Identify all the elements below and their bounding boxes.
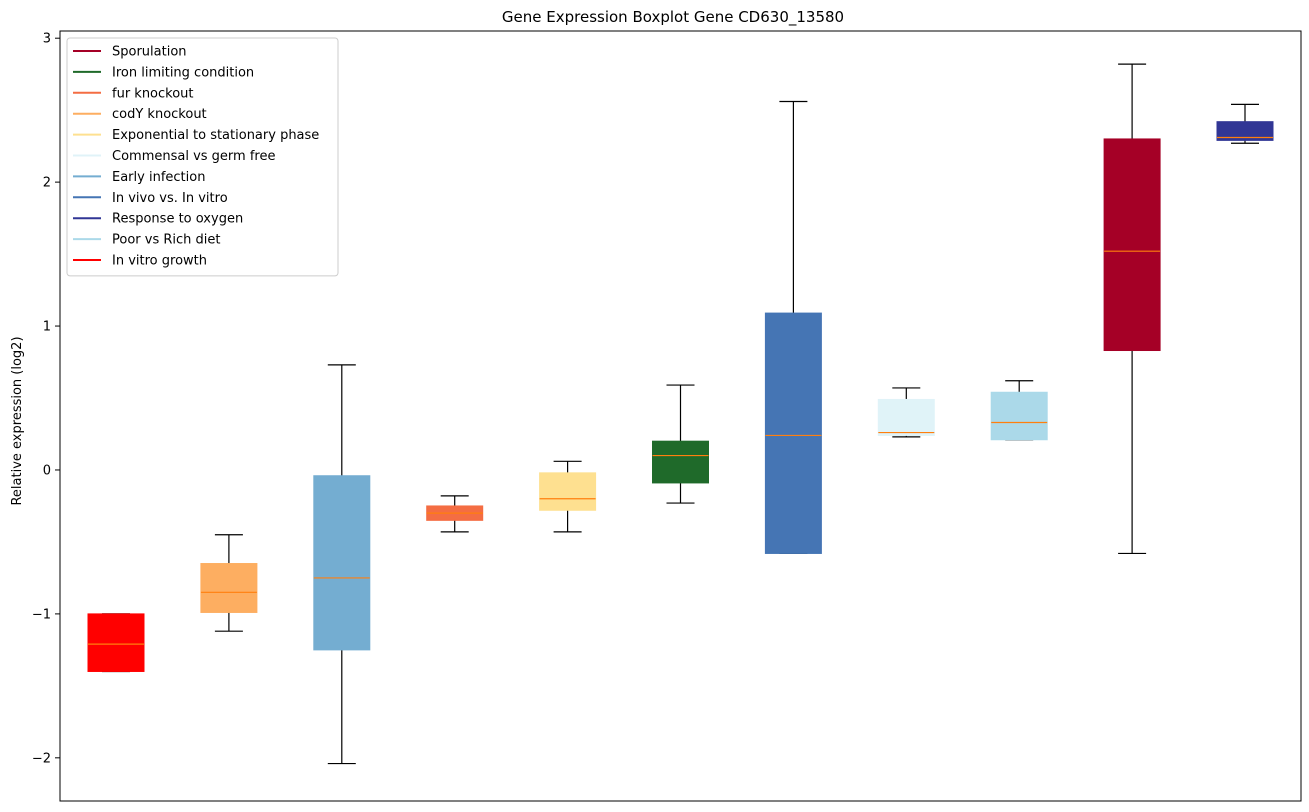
plot-frame bbox=[59, 30, 1302, 802]
legend-label: Response to oxygen bbox=[112, 212, 243, 227]
box-10 bbox=[1103, 63, 1161, 555]
legend-label: In vivo vs. In vitro bbox=[112, 191, 228, 206]
legend-label: fur knockout bbox=[112, 86, 194, 101]
box-body bbox=[877, 398, 935, 436]
box-5 bbox=[539, 460, 597, 533]
box-4 bbox=[426, 495, 484, 533]
legend-entry: In vivo vs. In vitro bbox=[73, 191, 228, 206]
legend-entry: Iron limiting condition bbox=[73, 65, 254, 80]
legend-frame bbox=[66, 37, 339, 277]
legend-entry: codY knockout bbox=[73, 107, 207, 122]
chart-title: Gene Expression Boxplot Gene CD630_13580 bbox=[502, 8, 844, 27]
legend-label: Iron limiting condition bbox=[112, 65, 254, 80]
box-body bbox=[313, 475, 371, 651]
legend-entry: Early infection bbox=[73, 170, 205, 185]
legend-entry: Exponential to stationary phase bbox=[73, 128, 319, 143]
box-9 bbox=[990, 380, 1048, 441]
box-1 bbox=[87, 613, 145, 673]
box-body bbox=[652, 440, 709, 484]
box-7 bbox=[764, 100, 822, 555]
box-2 bbox=[200, 534, 258, 632]
boxes-layer bbox=[87, 63, 1274, 765]
box-body bbox=[990, 391, 1048, 441]
box-11 bbox=[1216, 103, 1274, 144]
legend-entry: Response to oxygen bbox=[73, 212, 243, 227]
box-8 bbox=[877, 387, 935, 438]
box-body bbox=[1216, 121, 1274, 141]
y-tick-label: −2 bbox=[32, 751, 51, 766]
y-tick-label: −1 bbox=[32, 607, 51, 622]
legend-label: codY knockout bbox=[112, 107, 207, 122]
legend-label: Early infection bbox=[112, 170, 205, 185]
legend-entry: fur knockout bbox=[73, 86, 194, 101]
legend-entry: Poor vs Rich diet bbox=[73, 233, 220, 248]
legend-label: Sporulation bbox=[112, 45, 187, 60]
box-body bbox=[200, 563, 258, 613]
box-3 bbox=[313, 364, 371, 765]
legend-label: Commensal vs germ free bbox=[112, 149, 275, 164]
box-body bbox=[764, 312, 822, 554]
box-body bbox=[539, 472, 597, 511]
y-tick-label: 1 bbox=[43, 320, 51, 335]
legend-label: In vitro growth bbox=[112, 254, 207, 269]
y-axis-label: Relative expression (log2) bbox=[10, 336, 25, 505]
box-body bbox=[1103, 138, 1161, 352]
y-tick-label: 3 bbox=[43, 32, 51, 47]
box-6 bbox=[652, 384, 709, 504]
legend-label: Exponential to stationary phase bbox=[112, 128, 319, 143]
legend-entry: Commensal vs germ free bbox=[73, 149, 275, 164]
legend-entry: In vitro growth bbox=[73, 254, 207, 269]
box-body bbox=[87, 613, 145, 672]
legend-entry: Sporulation bbox=[73, 45, 187, 60]
y-tick-label: 0 bbox=[43, 463, 51, 478]
y-ticks-layer: −2 −1 0 1 2 3 bbox=[32, 32, 60, 766]
y-tick-label: 2 bbox=[43, 176, 51, 191]
legend: Sporulation Iron limiting condition fur kn… bbox=[66, 37, 339, 277]
legend-label: Poor vs Rich diet bbox=[112, 233, 220, 248]
